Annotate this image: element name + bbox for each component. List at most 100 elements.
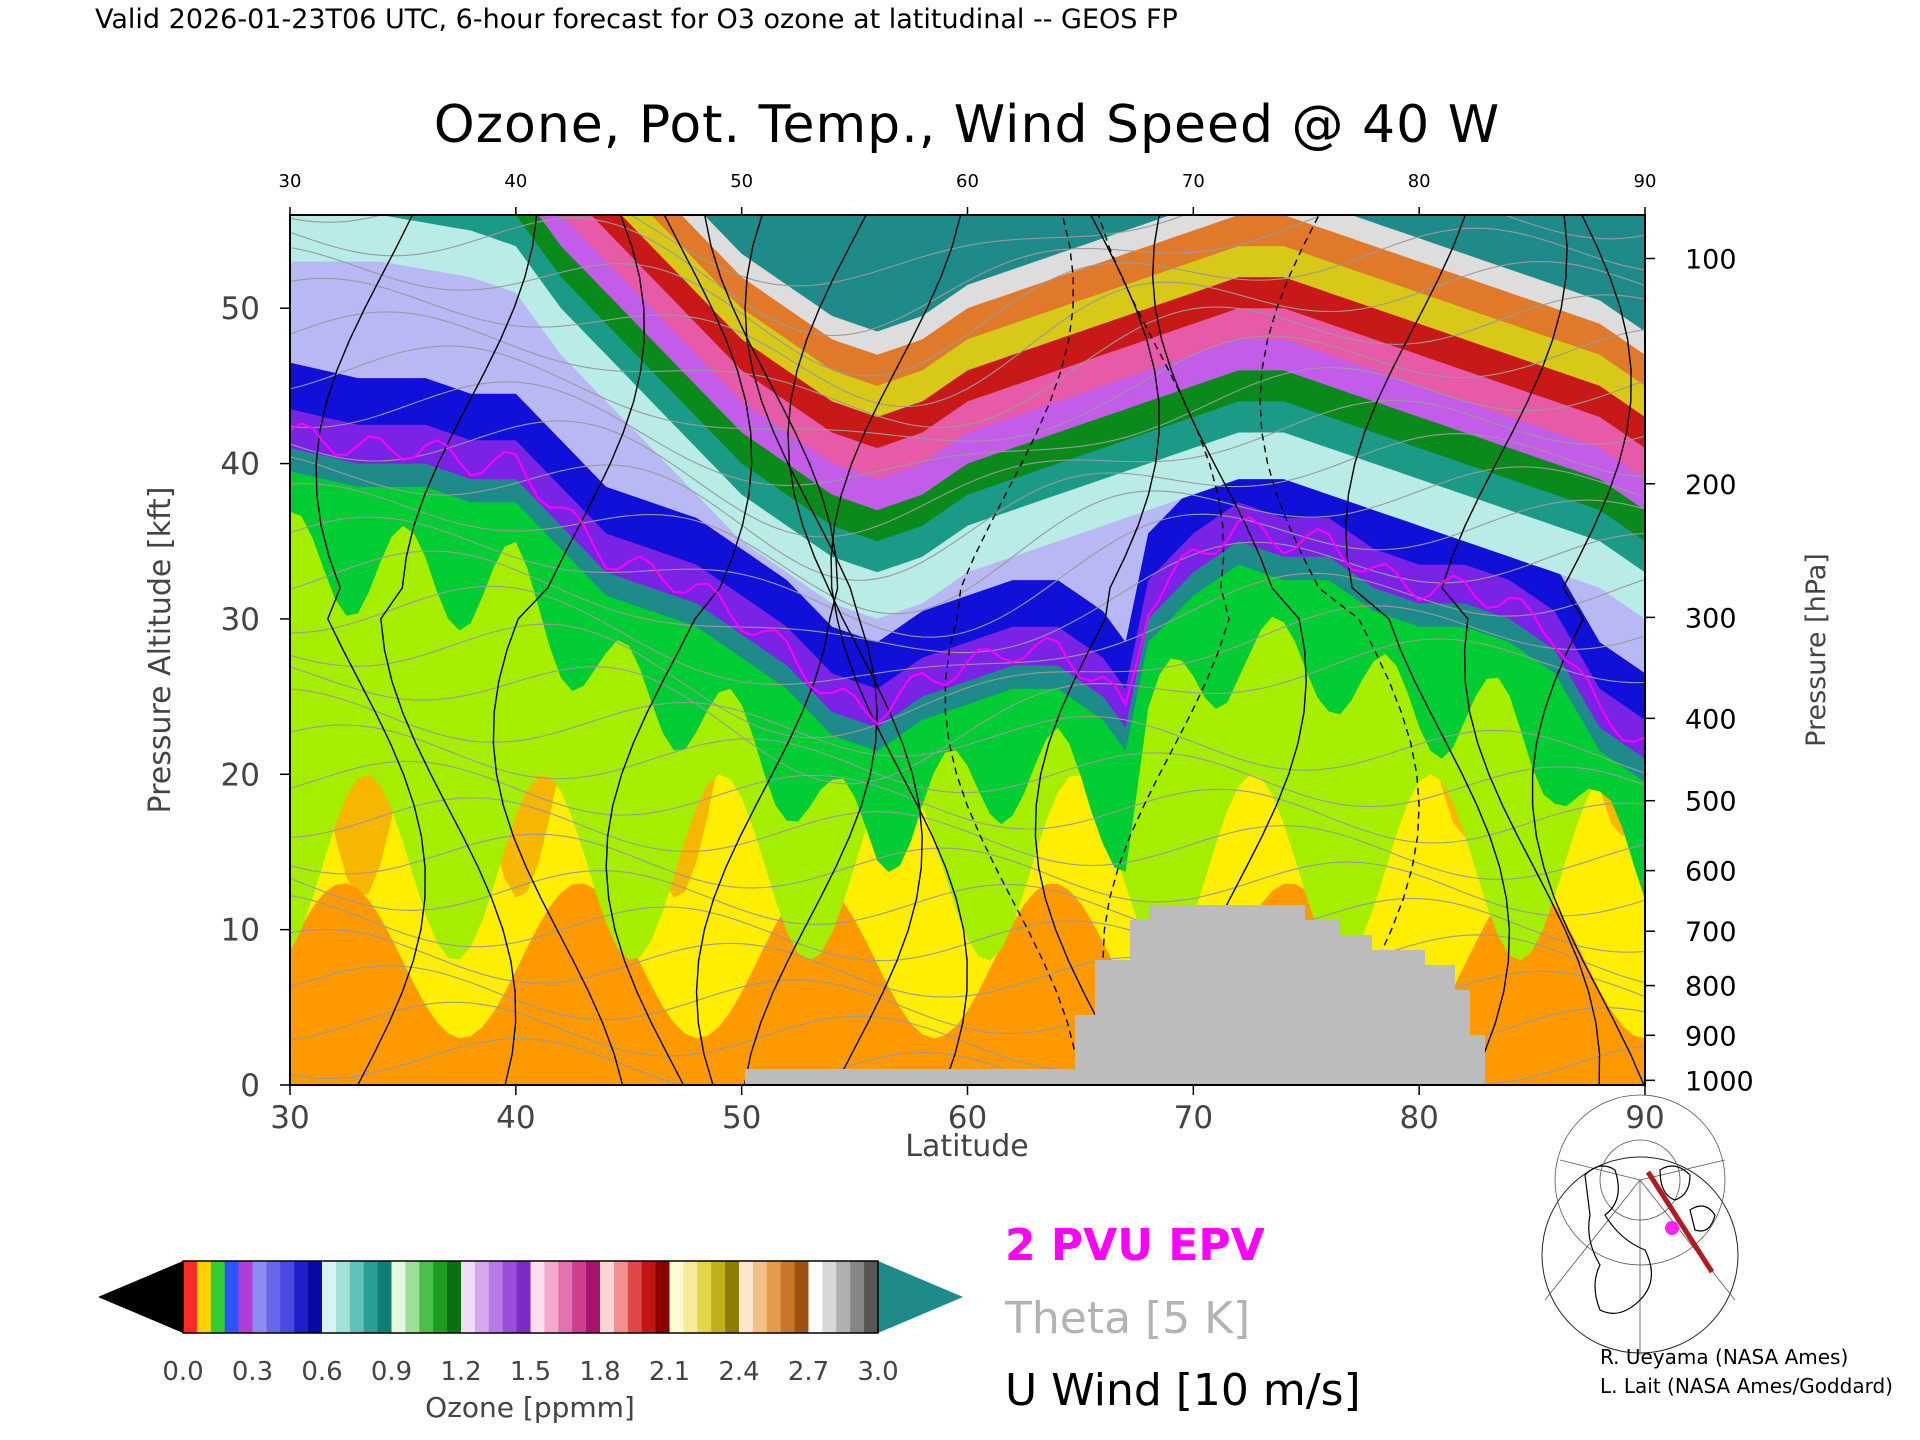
theta-contour (290, 499, 1645, 638)
legend-entry-uwind: U Wind [10 m/s] (1005, 1365, 1361, 1416)
colorbar-swatch (780, 1261, 796, 1333)
theta-contour (290, 532, 1645, 654)
y-tick-label: 40 (221, 447, 260, 483)
theta-contour (290, 760, 1645, 844)
terrain-mask (745, 905, 1485, 1085)
colorbar-swatch (405, 1261, 420, 1333)
colorbar-swatch (447, 1261, 462, 1333)
plot-area (290, 215, 1645, 1085)
colorbar-swatch (280, 1261, 295, 1333)
colorbar-swatch (544, 1261, 559, 1333)
colorbar-tick-label: 2.1 (649, 1357, 690, 1387)
y2-axis-label: Pressure [hPa] (1801, 553, 1832, 747)
u-wind-contour (1259, 215, 1420, 1085)
theta-contour (290, 894, 1645, 984)
colorbar-tick-label: 0.0 (162, 1357, 203, 1387)
colorbar-swatch (210, 1261, 226, 1333)
y-tick-label: 0 (240, 1068, 260, 1104)
theta-contour (290, 638, 1645, 785)
u-wind-contour (315, 215, 426, 1085)
colorbar-tick-label: 0.9 (371, 1357, 412, 1387)
u-wind-contour (605, 215, 753, 1085)
field-band-top-teal (704, 215, 1645, 332)
colorbar-swatch (697, 1261, 712, 1333)
colorbar-swatch (335, 1261, 351, 1333)
pressure-tick-label: 300 (1685, 603, 1737, 634)
u-wind-contour (1097, 215, 1230, 1085)
colorbar-swatch (516, 1261, 532, 1333)
x-tick-label: 50 (722, 1100, 761, 1136)
credit-line-1: R. Ueyama (NASA Ames) (1600, 1345, 1848, 1369)
map-coastlines (1584, 1165, 1716, 1314)
y-tick-label: 30 (221, 602, 260, 638)
colorbar-swatch (711, 1261, 726, 1333)
theta-contour (290, 215, 1186, 287)
pressure-tick-label: 600 (1685, 857, 1737, 888)
colorbar-swatch (725, 1261, 740, 1333)
colorbar-swatch (586, 1261, 601, 1333)
colorbar-tick-label: 1.8 (579, 1357, 620, 1387)
theta-contour (290, 1038, 1417, 1085)
field-band-grey (681, 215, 1645, 355)
map-section-track (1645, 1170, 1715, 1274)
x-top-tick-label: 30 (279, 171, 302, 192)
colorbar-swatch (766, 1261, 782, 1333)
colorbar-swatch (850, 1261, 865, 1333)
x-tick-label: 60 (948, 1100, 987, 1136)
u-wind-contour (1345, 215, 1511, 1085)
pressure-tick-label: 100 (1685, 245, 1737, 276)
colorbar-swatches (183, 1261, 879, 1333)
colorbar-swatch (377, 1261, 393, 1333)
pressure-tick-label: 500 (1685, 787, 1737, 818)
pressure-tick-label: 1000 (1685, 1066, 1754, 1097)
colorbar-swatch (836, 1261, 851, 1333)
colorbar-swatch (391, 1261, 406, 1333)
x-tick-label: 70 (1174, 1100, 1213, 1136)
field-band-teal (290, 215, 1645, 573)
colorbar-swatch (474, 1261, 490, 1333)
x-top-tick-label: 90 (1634, 171, 1657, 192)
colorbar-swatch (363, 1261, 379, 1333)
colorbar-high-arrow (878, 1261, 963, 1333)
theta-contour (290, 227, 1645, 377)
colorbar-swatch (224, 1261, 240, 1333)
y-axis-right-pressure: 100 200 300 400 500 600 700 800 900 1000 (1645, 245, 1754, 1097)
map-location-dot (1665, 1221, 1679, 1235)
y-tick-label: 50 (221, 291, 260, 327)
credit-line-2: L. Lait (NASA Ames/Goddard) (1600, 1374, 1893, 1398)
theta-contour (290, 399, 1645, 538)
u-wind-contour (695, 215, 839, 1085)
y-tick-label: 20 (221, 757, 260, 793)
colorbar-swatch (502, 1261, 518, 1333)
legend-entry-theta: Theta [5 K] (1004, 1293, 1250, 1344)
colorbar-swatch (641, 1261, 657, 1333)
ozone-field-layers (290, 215, 1645, 1085)
u-wind-contours (315, 215, 1645, 1085)
theta-contour (290, 466, 1645, 615)
colorbar-swatch (433, 1261, 448, 1333)
colorbar-tick-label: 1.2 (440, 1357, 481, 1387)
theta-contour (290, 688, 1645, 774)
theta-contour (290, 260, 1645, 408)
colorbar-swatch (627, 1261, 643, 1333)
pressure-tick-label: 200 (1685, 470, 1737, 501)
field-band-teal-edge (290, 440, 1645, 783)
x-top-tick-label: 80 (1408, 171, 1431, 192)
colorbar-swatch (794, 1261, 810, 1333)
x-tick-label: 90 (1625, 1100, 1664, 1136)
colorbar-swatch (808, 1261, 823, 1333)
x-top-tick-label: 60 (956, 171, 979, 192)
pressure-tick-label: 400 (1685, 704, 1737, 735)
legend-entry-pvu: 2 PVU EPV (1005, 1220, 1265, 1271)
theta-contour (290, 797, 1645, 880)
colorbar-swatch (196, 1261, 212, 1333)
theta-contour (290, 833, 1645, 917)
colorbar-swatch (488, 1261, 504, 1333)
colorbar-tick-label: 3.0 (857, 1357, 898, 1387)
x-tick-label: 40 (496, 1100, 535, 1136)
y-axis-label: Pressure Altitude [kft] (143, 487, 178, 814)
colorbar-tick-label: 0.3 (232, 1357, 273, 1387)
u-wind-contour (787, 215, 923, 1085)
colorbar-swatch (752, 1261, 768, 1333)
